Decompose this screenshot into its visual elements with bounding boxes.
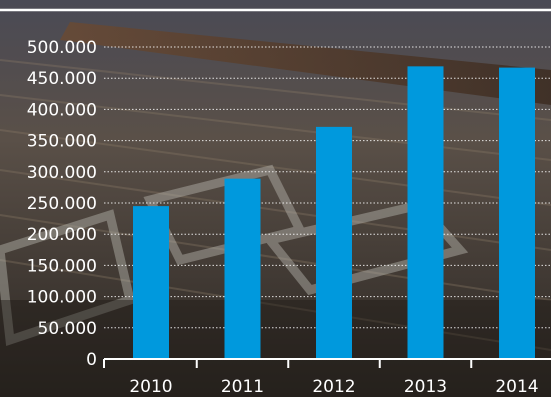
bar-2011 <box>224 178 261 359</box>
bars <box>133 66 535 360</box>
y-tick-label: 200.000 <box>27 225 97 245</box>
bar-2013 <box>407 66 444 360</box>
y-tick-label: 350.000 <box>27 132 97 152</box>
bar-2010 <box>133 206 169 359</box>
y-tick-label: 250.000 <box>27 194 97 214</box>
bar-2014 <box>499 67 535 359</box>
y-tick-label: 400.000 <box>27 100 97 120</box>
y-tick-label: 100.000 <box>27 288 97 308</box>
y-tick-label: 150.000 <box>27 256 97 276</box>
y-tick-labels: 0 50.000 100.000 150.000 200.000 250.000 300.0… <box>27 38 97 370</box>
y-tick-label: 450.000 <box>27 69 97 89</box>
x-tick-label: 2013 <box>404 377 447 397</box>
x-tick-label: 2012 <box>312 377 355 397</box>
y-tick-label: 500.000 <box>27 38 97 58</box>
x-tick-label: 2014 <box>495 377 538 397</box>
x-tick-label: 2011 <box>221 377 264 397</box>
x-tick-labels: 2010 2011 2012 2013 2014 <box>129 377 538 397</box>
bar-2012 <box>316 126 352 359</box>
x-tick-label: 2010 <box>129 377 172 397</box>
y-tick-label: 0 <box>86 350 97 370</box>
y-tick-label: 50.000 <box>38 319 97 339</box>
x-axis <box>103 358 551 368</box>
y-tick-label: 300.000 <box>27 163 97 183</box>
gridlines <box>104 46 551 329</box>
